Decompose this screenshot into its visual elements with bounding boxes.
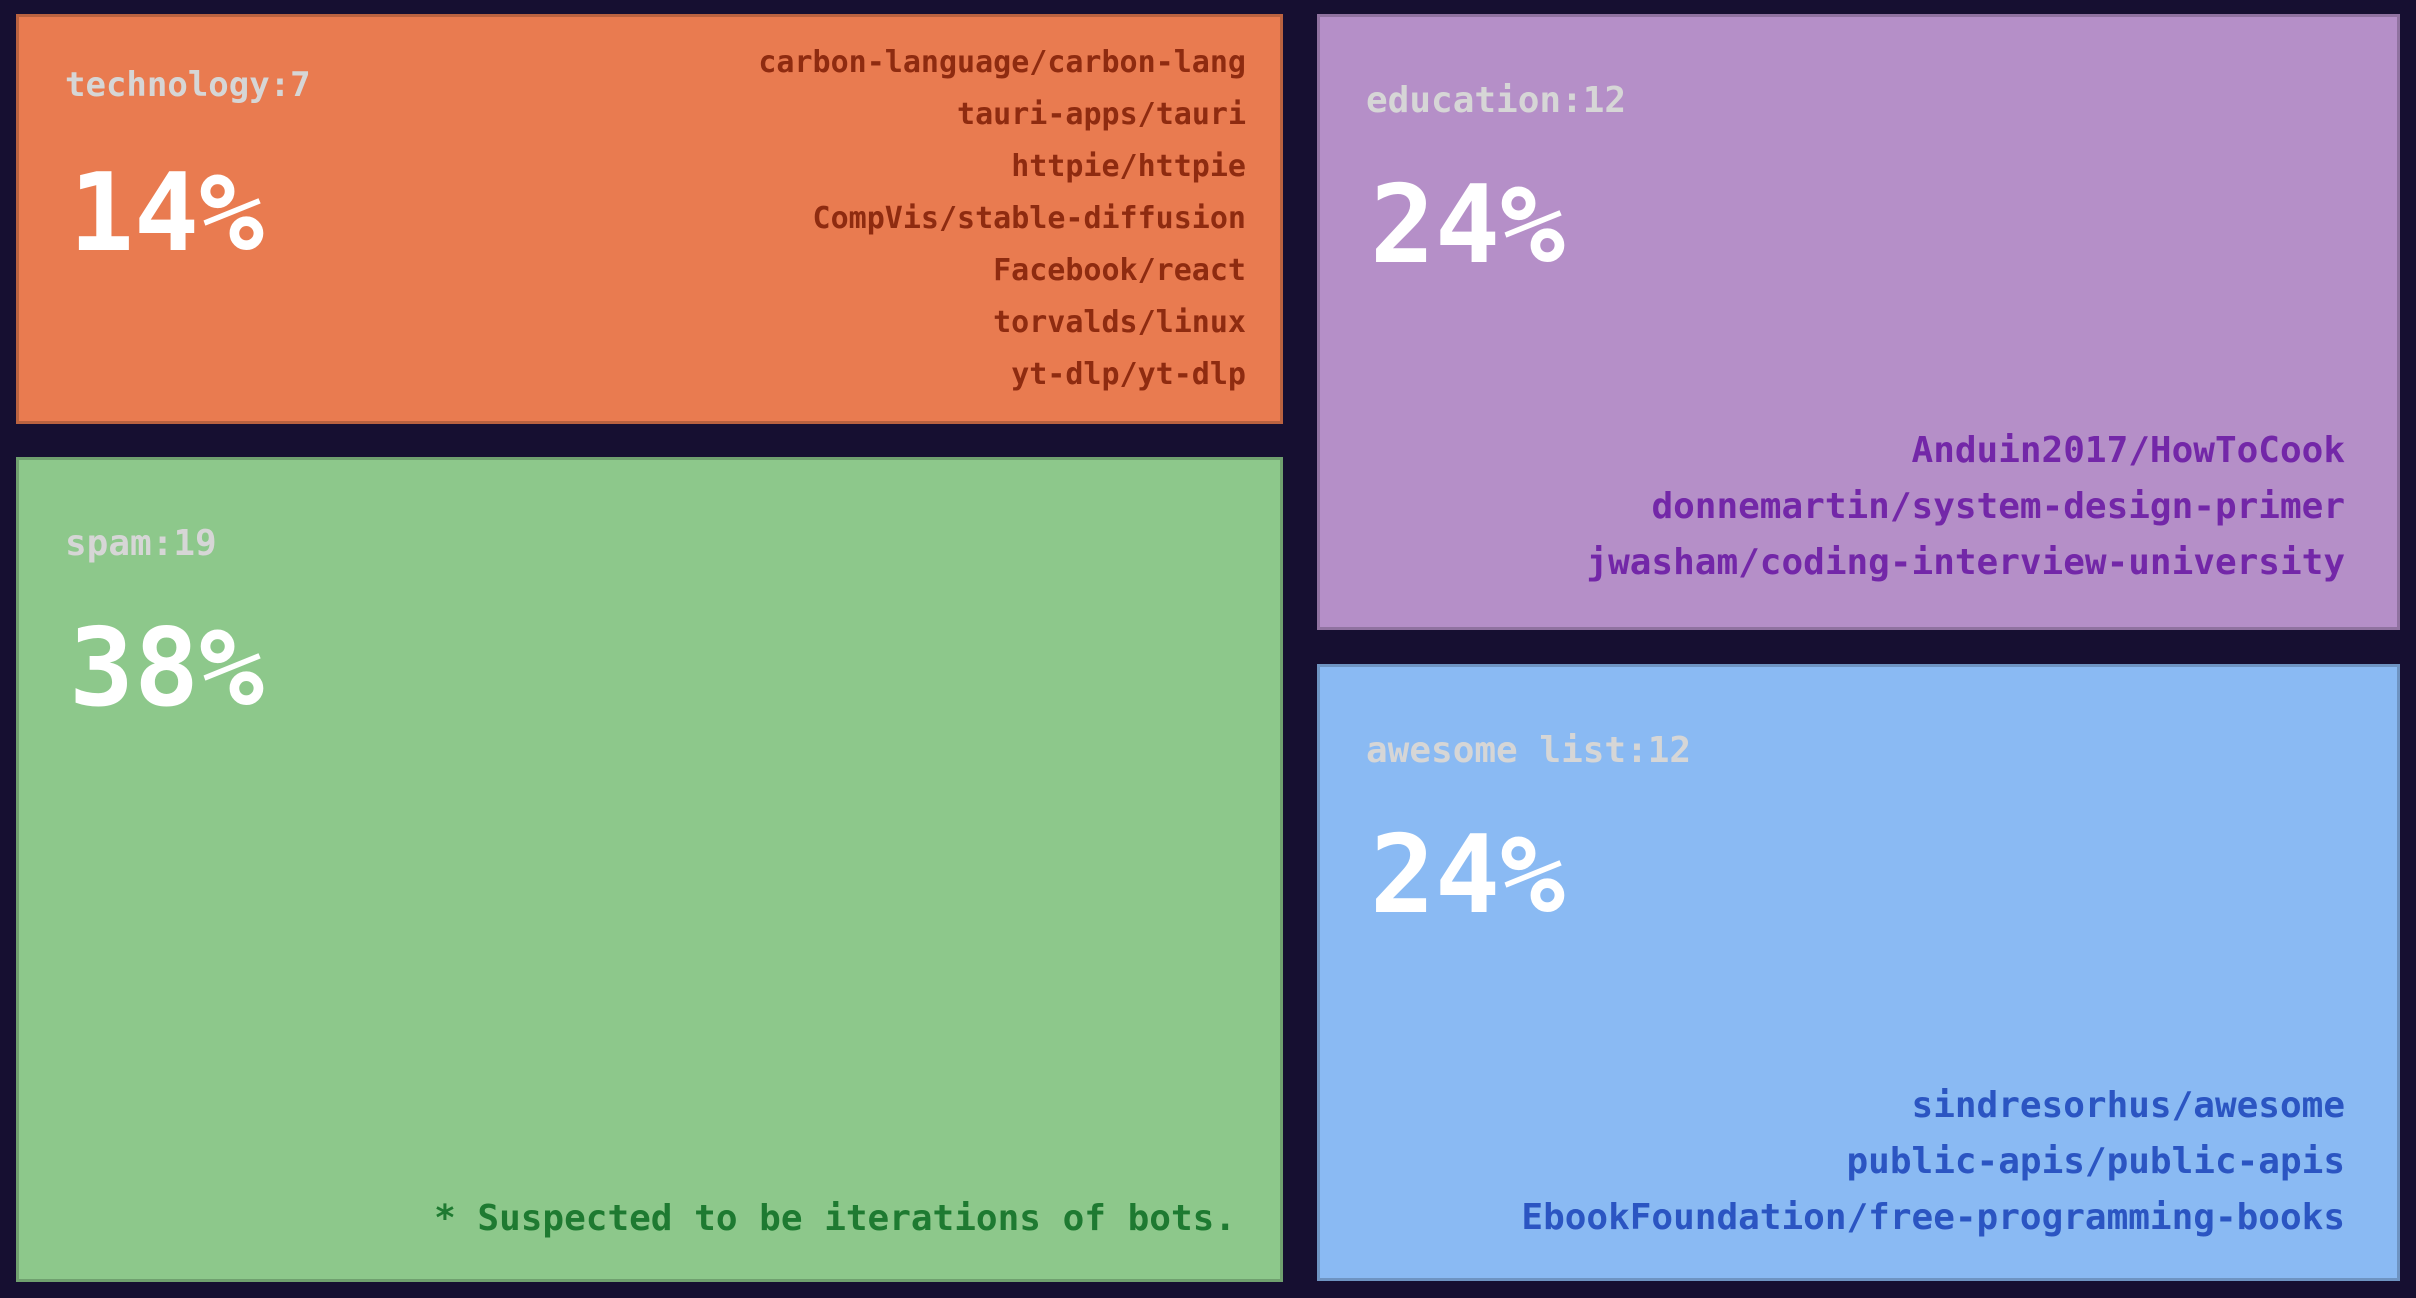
node-label: education:12: [1366, 80, 1627, 121]
node-percent: 24%: [1370, 163, 1566, 288]
repo-list: Anduin2017/HowToCook donnemartin/system-d…: [1586, 423, 2345, 591]
repo-item: CompVis/stable-diffusion: [812, 201, 1246, 236]
repo-item: torvalds/linux: [993, 305, 1246, 340]
node-percent: 14%: [69, 151, 265, 276]
repo-item: EbookFoundation/free-programming-books: [1521, 1197, 2345, 1238]
repo-item: httpie/httpie: [1011, 149, 1246, 184]
repo-item: jwasham/coding-interview-university: [1586, 542, 2345, 583]
node-percent: 24%: [1370, 813, 1566, 938]
footnote: * Suspected to be iterations of bots.: [434, 1198, 1236, 1239]
treemap-node-education: education:12 24% Anduin2017/HowToCook don…: [1317, 14, 2400, 630]
treemap-node-awesome-list: awesome list:12 24% sindresorhus/awesome…: [1317, 664, 2400, 1281]
node-percent: 38%: [69, 606, 265, 731]
repo-item: sindresorhus/awesome: [1911, 1085, 2345, 1126]
node-label: awesome list:12: [1366, 730, 1692, 771]
repo-list: carbon-language/carbon-lang tauri-apps/ta…: [758, 37, 1246, 401]
repo-list: sindresorhus/awesome public-apis/public-a…: [1521, 1078, 2345, 1246]
repo-item: Facebook/react: [993, 253, 1246, 288]
treemap-node-technology: technology:7 14% carbon-language/carbon-…: [16, 14, 1283, 424]
repo-item: Anduin2017/HowToCook: [1911, 430, 2345, 471]
repo-item: carbon-language/carbon-lang: [758, 45, 1246, 80]
treemap-node-spam: spam:19 38% * Suspected to be iterations…: [16, 457, 1283, 1282]
repo-item: public-apis/public-apis: [1846, 1141, 2346, 1182]
repo-item: yt-dlp/yt-dlp: [1011, 357, 1246, 392]
repo-item: tauri-apps/tauri: [957, 97, 1246, 132]
node-label: technology:7: [65, 65, 311, 105]
repo-item: donnemartin/system-design-primer: [1651, 486, 2345, 527]
node-label: spam:19: [65, 523, 217, 564]
